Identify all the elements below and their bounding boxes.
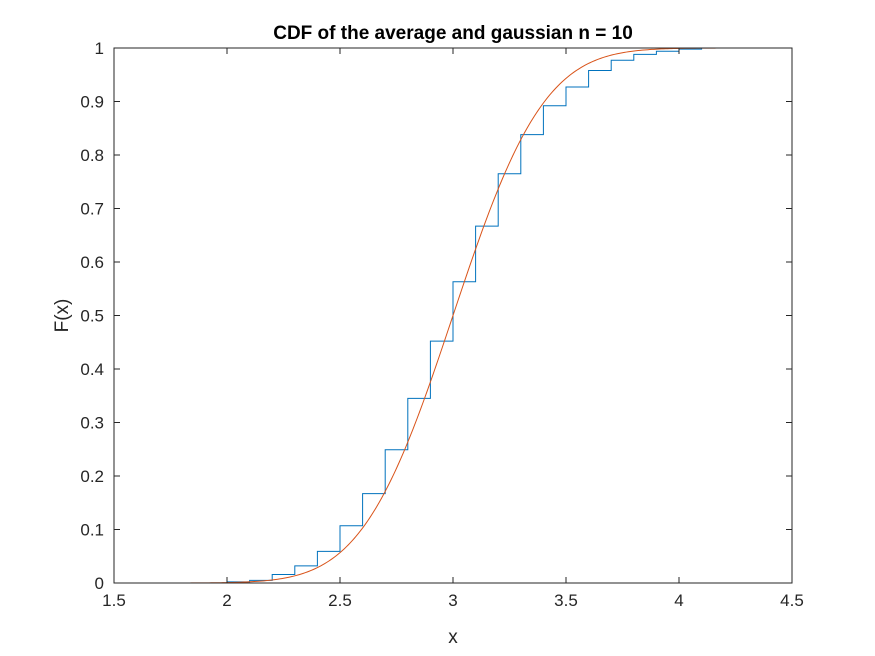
x-tick-label: 3.5 <box>554 591 578 610</box>
y-tick-label: 0 <box>95 574 104 593</box>
y-tick-label: 0.2 <box>80 467 104 486</box>
y-tick-label: 0.8 <box>80 146 104 165</box>
y-tick-label: 0.9 <box>80 93 104 112</box>
x-tick-label: 2 <box>222 591 231 610</box>
x-tick-label: 3 <box>448 591 457 610</box>
x-axis-label: x <box>448 627 458 648</box>
x-tick-label: 4.5 <box>780 591 804 610</box>
y-axis-label: F(x) <box>52 299 73 333</box>
series-layer <box>181 47 770 584</box>
ticks-layer: 1.5 2 2.5 3 3.5 4 4.5 0 0.1 0.2 0.3 0.4 0.5 0.6 0.7 0.8… <box>80 39 803 610</box>
y-tick-label: 0.1 <box>80 521 104 540</box>
gaussian-cdf-line <box>181 47 770 584</box>
y-tick-label: 1 <box>95 39 104 58</box>
chart-title: CDF of the average and gaussian n = 10 <box>273 23 633 44</box>
x-tick-label: 1.5 <box>102 591 126 610</box>
x-tick-label: 4 <box>674 591 683 610</box>
y-tick-label: 0.3 <box>80 414 104 433</box>
y-tick-label: 0.7 <box>80 200 104 219</box>
y-tick-label: 0.5 <box>80 307 104 326</box>
y-tick-label: 0.4 <box>80 360 104 379</box>
x-tick-label: 2.5 <box>328 591 352 610</box>
y-tick-label: 0.6 <box>80 253 104 272</box>
